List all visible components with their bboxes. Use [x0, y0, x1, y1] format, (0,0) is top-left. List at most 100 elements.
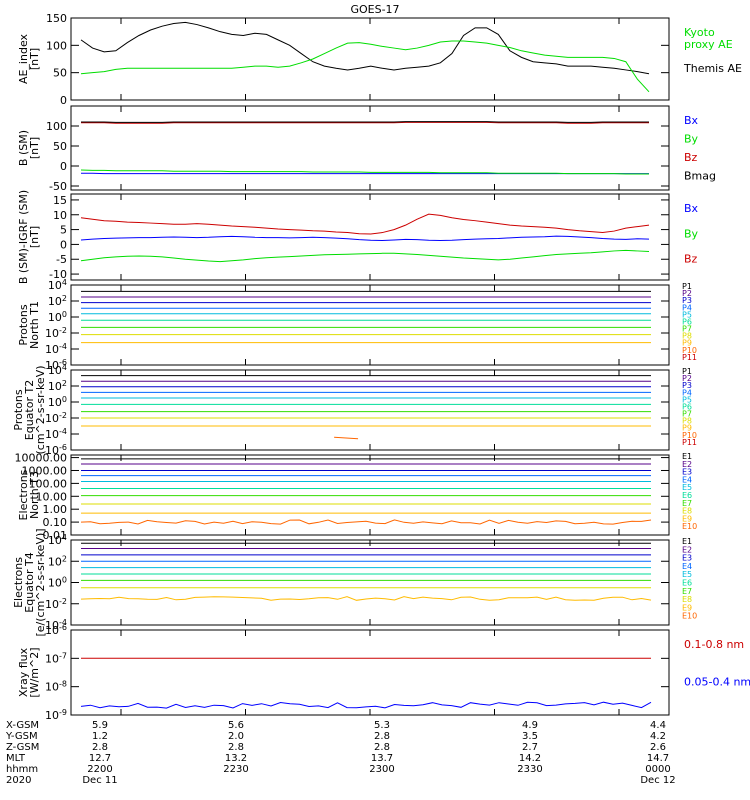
legend-p5: P5: [682, 395, 692, 404]
y-axis-label: [W/m^2]: [28, 647, 41, 697]
y-tick-label: 10-7: [45, 651, 67, 665]
x-axis-value: 0000: [645, 764, 670, 775]
x-axis-value: 2200: [87, 764, 112, 775]
x-axis-value: 2.0: [228, 731, 244, 742]
x-axis-value: 14.2: [519, 753, 541, 764]
panel-xray: Xray flux[W/m^2] 0.1-0.8 nm 0.05-0.4 nm: [17, 629, 750, 716]
legend-p2: P2: [682, 289, 692, 298]
x-axis-row-label: X-GSM: [6, 720, 39, 731]
y-tick-label: 100: [46, 39, 67, 52]
y-tick-label: 104: [48, 278, 67, 292]
y-tick-label: 102: [48, 379, 67, 393]
panel-frame: [70, 539, 670, 626]
y-tick-label: 1.00: [43, 503, 68, 516]
y-tick-label: 0.10: [43, 516, 68, 529]
y-tick-label: -5: [56, 253, 67, 266]
y-axis-label: B (SM)-IGRF (SM): [17, 190, 30, 284]
legend-p4: P4: [682, 303, 692, 312]
legend-bmag: Bmag: [684, 170, 716, 183]
legend-e8: E8: [682, 507, 692, 516]
y-tick-label: 0: [60, 238, 67, 251]
x-axis-value: Dec 11: [82, 775, 117, 786]
panel-frame: [70, 369, 670, 451]
y-axis-label: [nT]: [28, 48, 41, 70]
series-bz: [81, 121, 649, 124]
series-bmag: [81, 121, 649, 123]
x-axis-value: 2330: [517, 764, 542, 775]
series-by: [80, 169, 649, 175]
legend-bx: Bx: [684, 202, 699, 215]
y-tick-label: 10-4: [45, 342, 67, 356]
y-tick-label: 10000.00: [15, 452, 68, 465]
x-axis-row-label: MLT: [6, 753, 26, 764]
legend-p3: P3: [682, 296, 692, 305]
y-tick-label: 104: [48, 363, 67, 377]
legend-bz: Bz: [684, 253, 698, 266]
legend-0.1-0.8-nm: 0.1-0.8 nm: [684, 638, 744, 651]
y-tick-label: 10: [53, 209, 67, 222]
x-axis-value: 2.8: [228, 742, 244, 753]
legend-e7: E7: [682, 587, 692, 596]
y-tick-label: 100: [48, 395, 67, 409]
legend-e2: E2: [682, 545, 692, 554]
x-axis-row-label: hhmm: [6, 764, 38, 775]
legend-p11: P11: [682, 438, 697, 447]
legend-e10: E10: [682, 612, 697, 621]
x-axis-value: Dec 12: [640, 775, 675, 786]
y-axis-label: North T3: [28, 471, 41, 519]
legend-p4: P4: [682, 388, 692, 397]
panel-frame: [70, 17, 670, 101]
series-bz: [80, 213, 650, 235]
y-tick-label: 1000.00: [22, 464, 68, 477]
y-tick-label: 10.00: [36, 490, 68, 503]
legend-e10: E10: [682, 522, 697, 531]
legend-e3: E3: [682, 554, 692, 563]
y-tick-label: 0.01: [43, 529, 68, 542]
y-tick-label: 10-9: [45, 708, 67, 722]
x-axis-value: 2.7: [522, 742, 538, 753]
legend-p1: P1: [682, 282, 692, 291]
series-bx: [80, 235, 650, 242]
legend-e4: E4: [682, 562, 692, 571]
legend-by: By: [684, 227, 699, 240]
legend-p7: P7: [682, 410, 692, 419]
x-axis-value: 1.2: [92, 731, 108, 742]
x-axis-value: 2300: [369, 764, 394, 775]
panel-frame: [70, 629, 670, 716]
y-tick-label: 15: [53, 194, 67, 207]
series-by: [80, 249, 650, 263]
panel-bsm: B (SM)[nT] Bx By Bz Bmag: [17, 105, 716, 191]
legend-e2: E2: [682, 460, 692, 469]
x-axis-value: 5.9: [92, 720, 108, 731]
x-axis-value: 2.6: [650, 742, 666, 753]
x-axis-value: 12.7: [89, 753, 111, 764]
legend-p5: P5: [682, 310, 692, 319]
legend-e5: E5: [682, 570, 692, 579]
y-tick-label: 5: [60, 224, 67, 237]
legend-e9: E9: [682, 514, 692, 523]
y-tick-label: -50: [49, 180, 67, 193]
x-axis-value: 5.6: [228, 720, 244, 731]
y-axis-label: Protons: [17, 304, 30, 345]
y-tick-label: 150: [46, 12, 67, 25]
y-tick-label: 0: [60, 94, 67, 107]
y-axis-label: B (SM): [17, 130, 30, 166]
y-tick-label: 100: [48, 576, 67, 590]
legend-p8: P8: [682, 417, 692, 426]
y-axis-label: [nT]: [28, 137, 41, 159]
x-axis-value: 2.8: [92, 742, 108, 753]
y-axis-label: [e/(cm^2-s-sr-keV)]: [34, 528, 47, 636]
y-axis-label: Xray flux: [17, 647, 30, 697]
x-axis-value: 4.9: [522, 720, 538, 731]
y-tick-label: 10-6: [45, 443, 67, 457]
legend-e7: E7: [682, 499, 692, 508]
legend-kyoto-proxy-ae: Kyoto: [684, 26, 715, 39]
legend-p1: P1: [682, 367, 692, 376]
y-tick-label: 10-8: [45, 680, 67, 694]
legend-p6: P6: [682, 402, 692, 411]
x-axis-value: 2.8: [374, 731, 390, 742]
